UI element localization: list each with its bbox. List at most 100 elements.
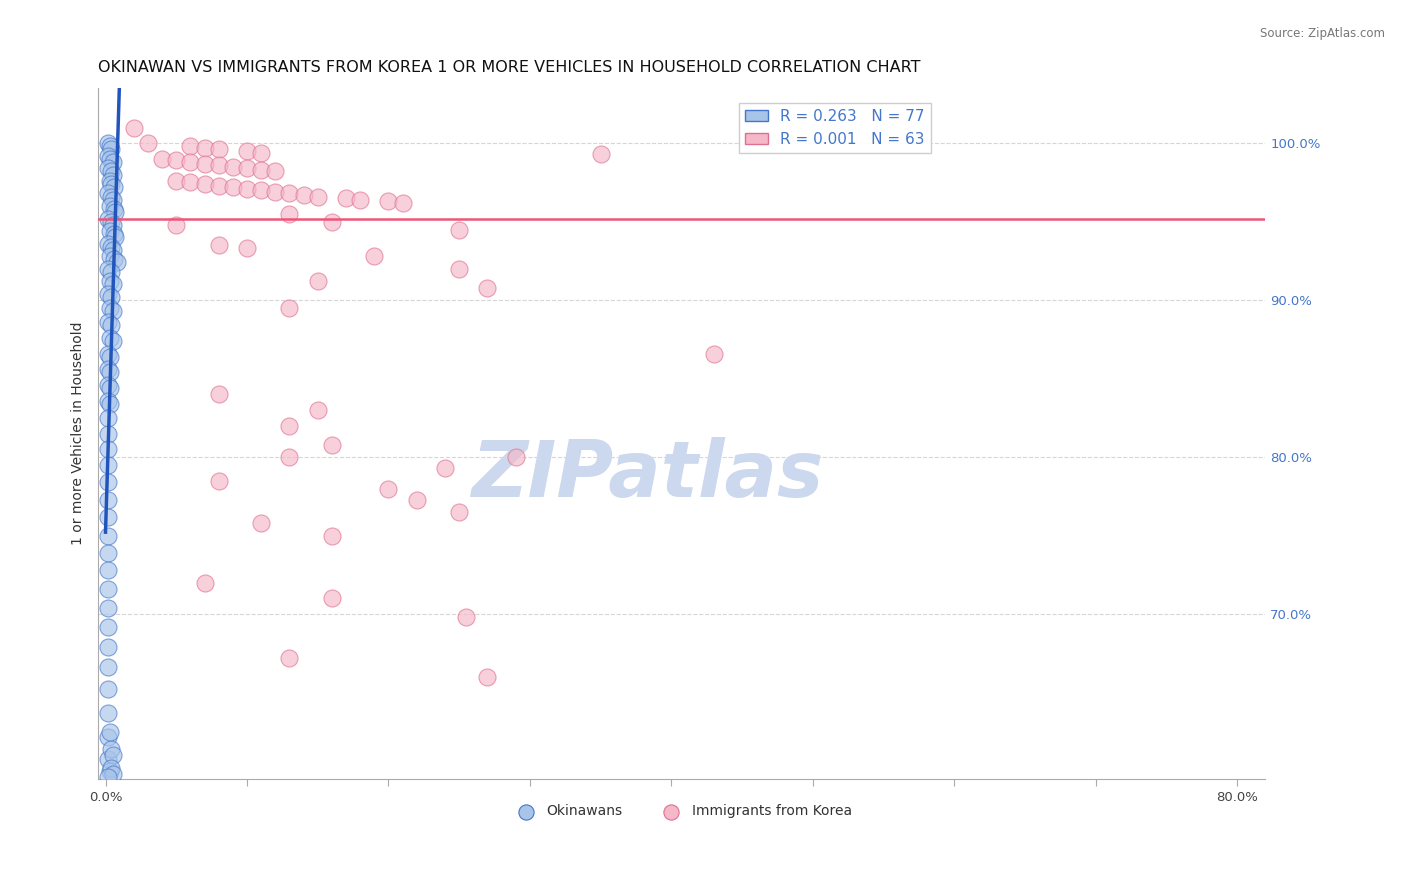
Point: [97, 410, 120, 425]
Point: [97, 751, 120, 765]
Point: [100, 742, 122, 756]
Point: [193, 141, 215, 155]
Point: [477, 280, 499, 294]
Point: [208, 158, 231, 172]
Point: [236, 144, 259, 158]
Point: [101, 243, 124, 257]
Point: [250, 145, 273, 160]
Point: [97, 563, 120, 577]
Point: [97, 600, 120, 615]
Point: [264, 164, 287, 178]
Point: [103, 227, 125, 242]
Point: [98, 249, 121, 263]
Point: [100, 318, 122, 333]
Point: [97, 149, 120, 163]
Point: [136, 136, 159, 151]
Point: [101, 168, 124, 182]
Point: [97, 546, 120, 560]
Point: [101, 155, 124, 169]
Point: [98, 397, 121, 411]
Point: [97, 362, 120, 376]
Point: [449, 505, 471, 519]
Point: [98, 274, 121, 288]
Point: [97, 426, 120, 441]
Point: [179, 139, 201, 153]
Point: [278, 450, 301, 464]
Point: [250, 516, 273, 530]
Point: [150, 152, 173, 166]
Point: [103, 252, 125, 267]
Point: [208, 474, 231, 488]
Point: [278, 207, 301, 221]
Point: [589, 147, 612, 161]
Point: [477, 670, 499, 684]
Point: [101, 748, 124, 763]
Point: [97, 442, 120, 457]
Point: [97, 660, 120, 674]
Point: [703, 346, 725, 360]
Point: [208, 387, 231, 401]
Point: [98, 350, 121, 364]
Point: [97, 582, 120, 596]
Point: [103, 180, 125, 194]
Legend: Okinawans, Immigrants from Korea: Okinawans, Immigrants from Korea: [506, 798, 858, 824]
Point: [100, 164, 122, 178]
Point: [321, 215, 343, 229]
Point: [104, 205, 127, 219]
Point: [321, 528, 343, 542]
Point: [193, 156, 215, 170]
Point: [250, 162, 273, 177]
Point: [100, 290, 122, 304]
Point: [505, 450, 527, 464]
Point: [100, 215, 122, 229]
Point: [100, 189, 122, 203]
Point: [363, 249, 385, 263]
Point: [98, 764, 121, 778]
Point: [97, 770, 120, 784]
Point: [98, 139, 121, 153]
Point: [335, 191, 357, 205]
Point: [208, 238, 231, 252]
Point: [405, 492, 427, 507]
Point: [98, 224, 121, 238]
Point: [307, 189, 329, 203]
Point: [278, 418, 301, 433]
Point: [349, 193, 371, 207]
Text: ZIPatlas: ZIPatlas: [471, 437, 823, 513]
Point: [222, 180, 245, 194]
Point: [165, 174, 187, 188]
Point: [321, 437, 343, 451]
Point: [97, 186, 120, 201]
Point: [264, 185, 287, 199]
Point: [456, 610, 478, 624]
Point: [97, 730, 120, 744]
Point: [101, 304, 124, 318]
Point: [236, 182, 259, 196]
Point: [97, 286, 120, 301]
Point: [98, 381, 121, 395]
Point: [250, 183, 273, 197]
Point: [100, 177, 122, 191]
Point: [97, 161, 120, 176]
Point: [307, 403, 329, 417]
Point: [278, 186, 301, 201]
Point: [391, 195, 413, 210]
Point: [292, 188, 315, 202]
Point: [97, 236, 120, 251]
Point: [165, 218, 187, 232]
Point: [179, 155, 201, 169]
Point: [97, 492, 120, 507]
Point: [101, 193, 124, 207]
Point: [449, 261, 471, 276]
Point: [97, 136, 120, 151]
Point: [122, 120, 145, 135]
Point: [449, 222, 471, 236]
Point: [97, 393, 120, 408]
Point: [377, 194, 399, 209]
Point: [105, 255, 128, 269]
Point: [321, 591, 343, 606]
Point: [278, 651, 301, 665]
Point: [97, 261, 120, 276]
Point: [278, 301, 301, 315]
Text: OKINAWAN VS IMMIGRANTS FROM KOREA 1 OR MORE VEHICLES IN HOUSEHOLD CORRELATION CH: OKINAWAN VS IMMIGRANTS FROM KOREA 1 OR M…: [98, 60, 921, 75]
